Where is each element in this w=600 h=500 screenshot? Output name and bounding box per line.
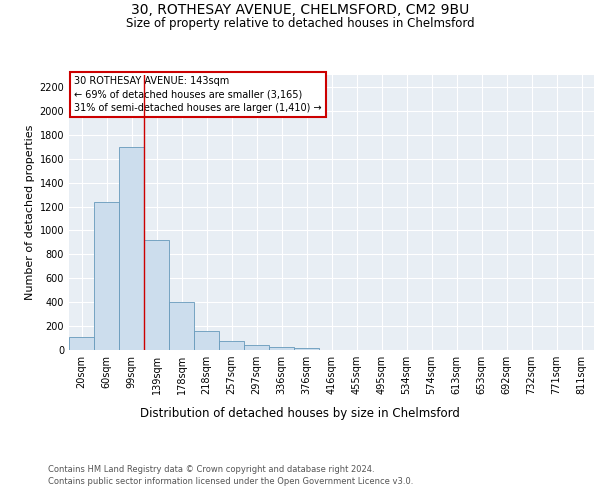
Y-axis label: Number of detached properties: Number of detached properties	[25, 125, 35, 300]
Bar	[144, 240, 169, 350]
Text: Contains public sector information licensed under the Open Government Licence v3: Contains public sector information licen…	[48, 478, 413, 486]
Text: 30, ROTHESAY AVENUE, CHELMSFORD, CM2 9BU: 30, ROTHESAY AVENUE, CHELMSFORD, CM2 9BU	[131, 2, 469, 16]
Bar	[294, 348, 319, 350]
Text: Size of property relative to detached houses in Chelmsford: Size of property relative to detached ho…	[125, 18, 475, 30]
Bar	[219, 341, 244, 350]
Bar	[169, 302, 194, 350]
Bar	[269, 347, 294, 350]
Bar	[244, 345, 269, 350]
Text: Distribution of detached houses by size in Chelmsford: Distribution of detached houses by size …	[140, 408, 460, 420]
Bar	[194, 332, 219, 350]
Text: Contains HM Land Registry data © Crown copyright and database right 2024.: Contains HM Land Registry data © Crown c…	[48, 465, 374, 474]
Bar	[69, 337, 94, 350]
Text: 30 ROTHESAY AVENUE: 143sqm
← 69% of detached houses are smaller (3,165)
31% of s: 30 ROTHESAY AVENUE: 143sqm ← 69% of deta…	[74, 76, 322, 113]
Bar	[94, 202, 119, 350]
Bar	[119, 146, 144, 350]
